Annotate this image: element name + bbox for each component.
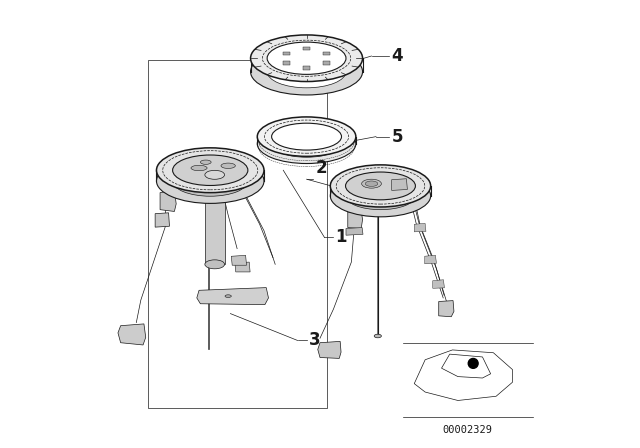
Ellipse shape [374,334,381,338]
Ellipse shape [330,175,431,217]
Polygon shape [160,190,176,211]
Polygon shape [425,255,436,264]
Polygon shape [433,280,444,288]
Text: 3: 3 [309,332,321,349]
Ellipse shape [225,295,231,297]
Polygon shape [231,255,246,265]
Ellipse shape [157,159,264,203]
Text: 5: 5 [392,128,403,146]
Ellipse shape [362,179,381,188]
Bar [283,52,290,55]
Polygon shape [197,288,269,305]
Bar [283,61,290,65]
Ellipse shape [271,123,342,150]
Bar [303,66,310,69]
Polygon shape [392,179,408,190]
Ellipse shape [257,117,356,156]
Text: 4: 4 [392,47,403,65]
Ellipse shape [267,56,346,88]
Ellipse shape [173,166,248,196]
Ellipse shape [221,163,236,168]
Text: 2: 2 [316,159,327,177]
Ellipse shape [173,155,248,185]
Bar [323,52,330,55]
Ellipse shape [205,170,225,179]
Polygon shape [346,228,363,235]
Ellipse shape [257,124,356,164]
Ellipse shape [191,165,207,171]
Ellipse shape [251,48,362,95]
Ellipse shape [251,35,362,82]
Polygon shape [439,301,454,317]
Ellipse shape [365,181,378,186]
Ellipse shape [205,260,225,269]
Polygon shape [118,324,146,345]
Polygon shape [348,211,362,228]
Text: 00002329: 00002329 [443,425,493,435]
Ellipse shape [271,130,342,157]
Ellipse shape [200,160,211,164]
Text: 1: 1 [336,228,347,246]
Bar [323,61,330,65]
Ellipse shape [346,182,415,210]
Ellipse shape [346,172,415,200]
Polygon shape [155,213,170,227]
Bar [303,47,310,51]
Ellipse shape [330,165,431,207]
Polygon shape [317,341,341,358]
Polygon shape [235,262,250,272]
Circle shape [468,358,478,368]
Polygon shape [205,175,225,264]
Ellipse shape [157,148,264,193]
Polygon shape [414,224,426,232]
Ellipse shape [267,42,346,74]
Bar [148,60,327,408]
